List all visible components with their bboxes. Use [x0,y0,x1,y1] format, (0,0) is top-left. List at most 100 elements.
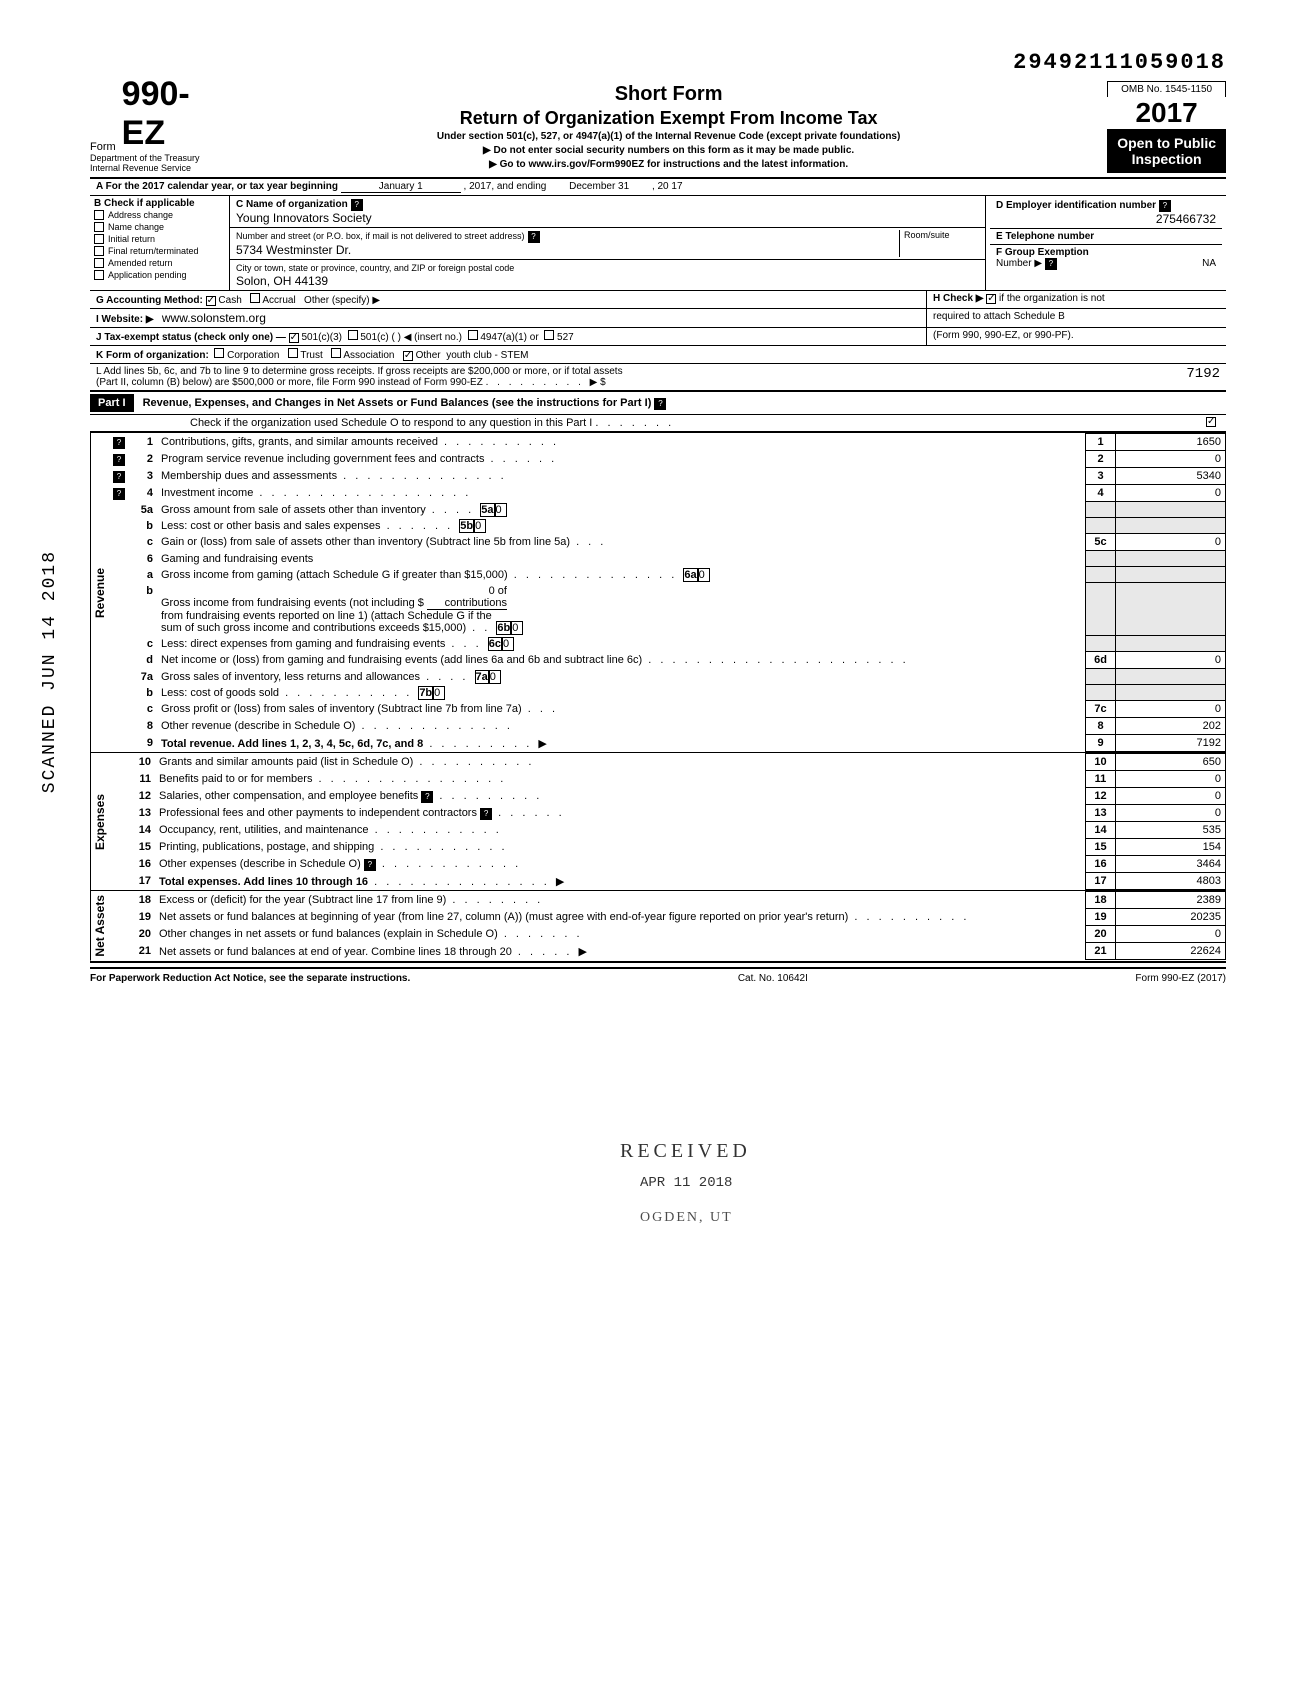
website: www.solonstem.org [162,311,266,325]
org-info-grid: B Check if applicable Address change Nam… [90,196,1226,291]
line-9: 9 Total revenue. Add lines 1, 2, 3, 4, 5… [109,735,1226,752]
schedule-o-label: Check if the organization used Schedule … [190,417,592,429]
line-2: ? 2 Program service revenue including go… [109,451,1226,468]
check-initial-return[interactable]: Initial return [94,233,225,245]
return-title: Return of Organization Exempt From Incom… [240,108,1097,129]
help-icon[interactable]: ? [421,791,433,803]
check-amended-return[interactable]: Amended return [94,257,225,269]
calendar-year-row: A For the 2017 calendar year, or tax yea… [90,179,1226,196]
omb-number: OMB No. 1545-1150 [1107,81,1226,97]
line-14: 14Occupancy, rent, utilities, and mainte… [109,822,1226,839]
help-icon[interactable]: ? [1159,200,1171,212]
section-c-label: C Name of organization [236,199,348,210]
expenses-side-label: Expenses [90,753,109,890]
year-end-month: December 31 [549,181,649,192]
check-final-return[interactable]: Final return/terminated [94,245,225,257]
line-6: 6 Gaming and fundraising events [109,551,1226,567]
public-line1: Open to Public [1117,135,1216,151]
scanned-stamp: SCANNED JUN 14 2018 [40,550,60,793]
section-f-label2: Number ▶ [996,258,1042,269]
public-inspection-box: Open to Public Inspection [1107,129,1226,173]
section-g-label: G Accounting Method: [96,295,203,306]
tax-exempt-row: J Tax-exempt status (check only one) — 5… [90,328,1226,346]
line-13: 13Professional fees and other payments t… [109,805,1226,822]
subtitle: Under section 501(c), 527, or 4947(a)(1)… [240,131,1097,142]
check-501c3[interactable] [289,333,299,343]
check-corporation[interactable] [214,348,224,358]
year-mid: , 2017, and ending [464,181,547,192]
form-header: Form 990-EZ Department of the Treasury I… [90,75,1226,179]
check-other-org[interactable] [403,351,413,361]
check-application-pending[interactable]: Application pending [94,269,225,281]
help-icon[interactable]: ? [528,231,540,243]
line-11: 11Benefits paid to or for members . . . … [109,771,1226,788]
gross-receipts-row: L Add lines 5b, 6c, and 7b to line 9 to … [90,364,1226,392]
h-text1: if the organization is not [999,293,1105,304]
check-schedule-b[interactable] [986,294,996,304]
line-6d: d Net income or (loss) from gaming and f… [109,652,1226,669]
website-row: I Website: ▶ www.solonstem.org required … [90,309,1226,328]
line-7c: c Gross profit or (loss) from sales of i… [109,701,1226,718]
tax-year: 2017 [1107,97,1226,129]
h-text3: (Form 990, 990-EZ, or 990-PF). [933,330,1074,341]
section-i-label: I Website: ▶ [96,314,154,325]
year-begin: January 1 [341,181,461,193]
check-address-change[interactable]: Address change [94,209,225,221]
form-number: 990-EZ [122,75,230,153]
help-icon[interactable]: ? [113,437,125,449]
check-association[interactable] [331,348,341,358]
part1-header-row: Part I Revenue, Expenses, and Changes in… [90,392,1226,415]
h-text2: required to attach Schedule B [933,311,1065,322]
line-1: ? 1 Contributions, gifts, grants, and si… [109,434,1226,451]
help-icon[interactable]: ? [113,488,125,500]
line-4: ? 4 Investment income . . . . . . . . . … [109,485,1226,502]
footer-left: For Paperwork Reduction Act Notice, see … [90,973,410,984]
check-trust[interactable] [288,348,298,358]
line-3: ? 3 Membership dues and assessments . . … [109,468,1226,485]
help-icon[interactable]: ? [113,471,125,483]
check-501c[interactable] [348,330,358,340]
check-name-change[interactable]: Name change [94,221,225,233]
footer: For Paperwork Reduction Act Notice, see … [90,967,1226,984]
line-19: 19Net assets or fund balances at beginni… [109,909,1226,926]
gross-receipts-value: 7192 [1116,364,1226,390]
part1-title: Revenue, Expenses, and Changes in Net As… [143,397,652,409]
line-12: 12Salaries, other compensation, and empl… [109,788,1226,805]
check-4947[interactable] [468,330,478,340]
line-8: 8 Other revenue (describe in Schedule O)… [109,718,1226,735]
city-state-zip: Solon, OH 44139 [236,274,328,288]
year-end-year: , 20 17 [652,181,683,192]
received-stamp: RECEIVED [620,1140,751,1163]
section-h-label: H Check ▶ [933,293,983,304]
ein: 275466732 [996,212,1216,226]
instructions-link: ▶ Go to www.irs.gov/Form990EZ for instru… [240,159,1097,170]
public-line2: Inspection [1117,151,1216,167]
l-line1: L Add lines 5b, 6c, and 7b to line 9 to … [96,366,1110,377]
ssn-warning: ▶ Do not enter social security numbers o… [240,145,1097,156]
check-cash[interactable] [206,296,216,306]
irs-label: Internal Revenue Service [90,163,230,173]
l-arrow: ▶ $ [590,377,606,388]
section-k-label: K Form of organization: [96,350,209,361]
help-icon[interactable]: ? [1045,258,1057,270]
help-icon[interactable]: ? [654,398,666,410]
footer-center: Cat. No. 10642I [738,973,808,984]
calendar-label: A For the 2017 calendar year, or tax yea… [96,181,338,192]
help-icon[interactable]: ? [113,454,125,466]
help-icon[interactable]: ? [351,199,363,211]
received-date-stamp: APR 11 2018 [640,1175,732,1191]
check-527[interactable] [544,330,554,340]
help-icon[interactable]: ? [364,859,376,871]
check-accrual[interactable] [250,293,260,303]
serial-number: 29492111059018 [90,50,1226,75]
line-6c: c Less: direct expenses from gaming and … [109,636,1226,652]
line-17: 17Total expenses. Add lines 10 through 1… [109,873,1226,890]
line-10: 10Grants and similar amounts paid (list … [109,754,1226,771]
room-label: Room/suite [899,230,979,257]
line-5a: 5a Gross amount from sale of assets othe… [109,502,1226,518]
line-18: 18Excess or (deficit) for the year (Subt… [109,892,1226,909]
help-icon[interactable]: ? [480,808,492,820]
line-20: 20Other changes in net assets or fund ba… [109,926,1226,943]
check-schedule-o[interactable] [1206,417,1216,427]
other-org-value: youth club - STEM [446,350,528,361]
